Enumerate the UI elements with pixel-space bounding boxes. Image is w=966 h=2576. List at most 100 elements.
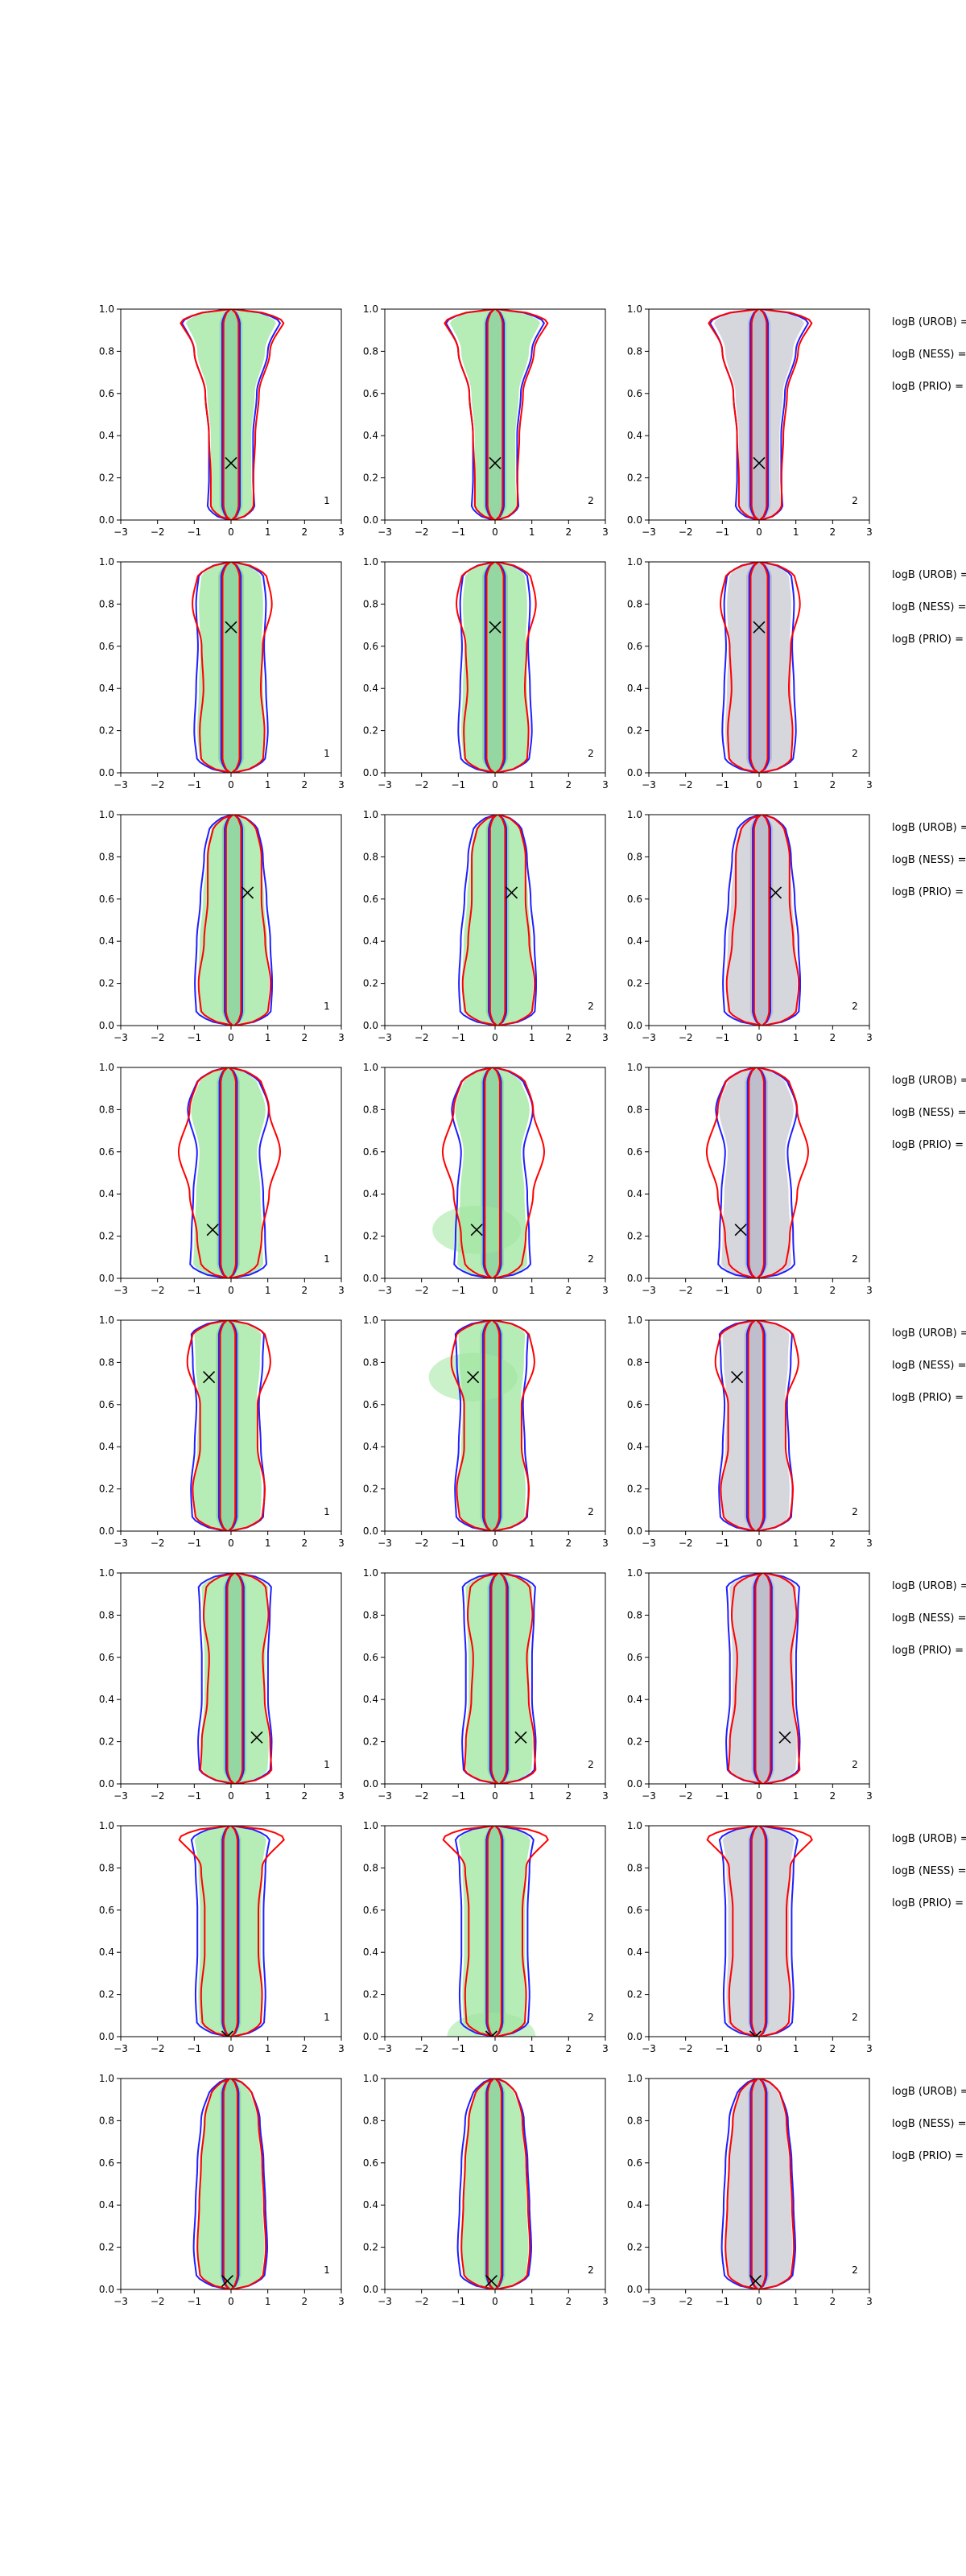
y-tick-label: 0.6	[99, 894, 114, 905]
x-tick-label: −2	[679, 1790, 693, 1802]
ness-contour-inner	[753, 815, 770, 1026]
panel-r4-c3: −3 −2 −1 0 1 2 3 0.0 0.2 0.4 0.6 0.8 1.0 2	[627, 1062, 873, 1296]
x-tick-label: −2	[151, 2296, 165, 2307]
ness-contour-inner	[484, 1067, 501, 1278]
y-tick-label: 0.2	[363, 1484, 378, 1495]
x-tick-label: 1	[793, 2043, 799, 2054]
y-tick-label: 0.4	[363, 1441, 378, 1452]
y-tick-label: 0.4	[99, 2199, 114, 2211]
panel-index-label: 2	[588, 495, 594, 506]
ness-contour-outer	[724, 2079, 795, 2289]
panel-r7-c1: −3 −2 −1 0 1 2 3 0.0 0.2 0.4 0.6 0.8 1.0 1	[99, 1820, 345, 2054]
uniform-contour-outer	[456, 2079, 533, 2289]
uniform-contour-inner	[749, 2079, 768, 2289]
y-tick-label: 0.0	[363, 1525, 378, 1537]
x-tick-label: 1	[529, 1790, 535, 1802]
x-tick-label: 3	[338, 2043, 345, 2054]
y-tick-label: 0.8	[99, 1356, 114, 1368]
true-value-marker	[489, 621, 502, 634]
panel-r1-c1: −3 −2 −1 0 1 2 3 0.0 0.2 0.4 0.6 0.8 1.0 1	[99, 303, 345, 538]
density-fill-inner	[748, 2079, 770, 2289]
y-tick-label: 0.8	[627, 1356, 642, 1368]
y-tick-label: 0.0	[627, 2284, 642, 2295]
panel-content	[194, 815, 273, 1026]
y-tick-label: 0.6	[627, 1905, 642, 1916]
panel-index-label: 1	[324, 1253, 330, 1265]
panel-r8-c1: −3 −2 −1 0 1 2 3 0.0 0.2 0.4 0.6 0.8 1.0 1	[99, 2073, 345, 2307]
y-tick-label: 0.2	[363, 2242, 378, 2253]
panel-content	[192, 562, 273, 773]
ness-contour-outer	[441, 1067, 546, 1278]
y-tick-label: 0.0	[627, 1778, 642, 1790]
panel-content	[714, 1320, 799, 1531]
y-tick-label: 0.6	[627, 894, 642, 905]
y-tick-label: 0.2	[99, 725, 114, 737]
panel-index-label: 1	[324, 1759, 330, 1770]
x-tick-label: −2	[151, 2043, 165, 2054]
x-tick-label: −2	[415, 1285, 429, 1296]
density-fill-inner	[482, 562, 508, 773]
true-value-marker	[470, 1224, 483, 1236]
true-value-marker	[514, 1731, 527, 1744]
true-value-marker	[203, 1371, 216, 1384]
uniform-contour-inner	[481, 1320, 502, 1531]
panel-r8-c2: −3 −2 −1 0 1 2 3 0.0 0.2 0.4 0.6 0.8 1.0 2	[363, 2073, 609, 2307]
y-tick-label: 0.0	[99, 1525, 114, 1537]
uniform-contour-inner	[489, 1573, 509, 1784]
panel-r4-c1: −3 −2 −1 0 1 2 3 0.0 0.2 0.4 0.6 0.8 1.0 1	[99, 1062, 345, 1296]
x-tick-label: 0	[756, 2043, 762, 2054]
x-tick-label: 1	[529, 779, 535, 791]
x-tick-label: 0	[756, 2296, 762, 2307]
panel-index-label: 1	[324, 1506, 330, 1517]
x-tick-label: 2	[302, 1790, 308, 1802]
y-tick-label: 1.0	[99, 556, 114, 568]
panel-content	[177, 1067, 282, 1278]
x-tick-label: 3	[602, 779, 609, 791]
x-tick-label: −2	[679, 1032, 693, 1043]
y-tick-label: 0.0	[363, 2031, 378, 2042]
panel-index-label: 1	[324, 495, 330, 506]
x-tick-label: −2	[415, 2043, 429, 2054]
y-tick-label: 0.0	[363, 514, 378, 526]
y-tick-label: 0.6	[363, 2157, 378, 2169]
ness-contour-outer	[460, 2079, 531, 2289]
density-fill-inner	[484, 1826, 506, 2037]
y-tick-label: 0.4	[627, 2199, 642, 2211]
x-tick-label: 0	[492, 526, 498, 538]
x-tick-label: 1	[529, 2296, 535, 2307]
logB-label: logB (UROB) =	[892, 1075, 966, 1087]
x-tick-label: −1	[715, 526, 729, 538]
x-tick-label: 3	[866, 1032, 873, 1043]
true-value-marker	[749, 2030, 762, 2037]
uniform-contour-inner	[746, 1067, 766, 1278]
ness-contour-outer	[197, 815, 272, 1026]
y-tick-label: 0.2	[627, 2242, 642, 2253]
uniform-contour-inner	[753, 1573, 773, 1784]
x-tick-label: −2	[679, 1538, 693, 1549]
x-tick-label: 0	[492, 1032, 498, 1043]
y-tick-label: 0.8	[99, 598, 114, 609]
y-tick-label: 0.8	[627, 1104, 642, 1115]
y-tick-label: 0.6	[627, 1652, 642, 1663]
x-tick-label: 2	[302, 1285, 308, 1296]
y-tick-label: 1.0	[363, 809, 378, 820]
x-tick-label: 0	[228, 1032, 234, 1043]
y-tick-label: 0.8	[99, 1104, 114, 1115]
true-value-marker	[225, 456, 237, 469]
x-tick-label: 3	[338, 1538, 345, 1549]
row-1: −3 −2 −1 0 1 2 3 0.0 0.2 0.4 0.6 0.8 1.0 1 −3 −2 −1 0 1 2 3 0…	[99, 303, 966, 538]
true-value-marker	[505, 886, 518, 899]
y-tick-label: 1.0	[99, 1820, 114, 1831]
x-tick-label: 0	[228, 779, 234, 791]
y-tick-label: 0.6	[363, 641, 378, 652]
y-tick-label: 0.6	[363, 1905, 378, 1916]
uniform-contour-inner	[220, 562, 242, 773]
x-tick-label: 1	[529, 2043, 535, 2054]
x-tick-label: −2	[415, 1790, 429, 1802]
ness-contour-inner	[483, 1320, 501, 1531]
x-tick-label: 1	[529, 1538, 535, 1549]
y-tick-label: 0.2	[99, 1231, 114, 1242]
x-tick-label: 0	[228, 2043, 234, 2054]
y-tick-label: 0.6	[363, 388, 378, 399]
y-tick-label: 0.6	[363, 894, 378, 905]
